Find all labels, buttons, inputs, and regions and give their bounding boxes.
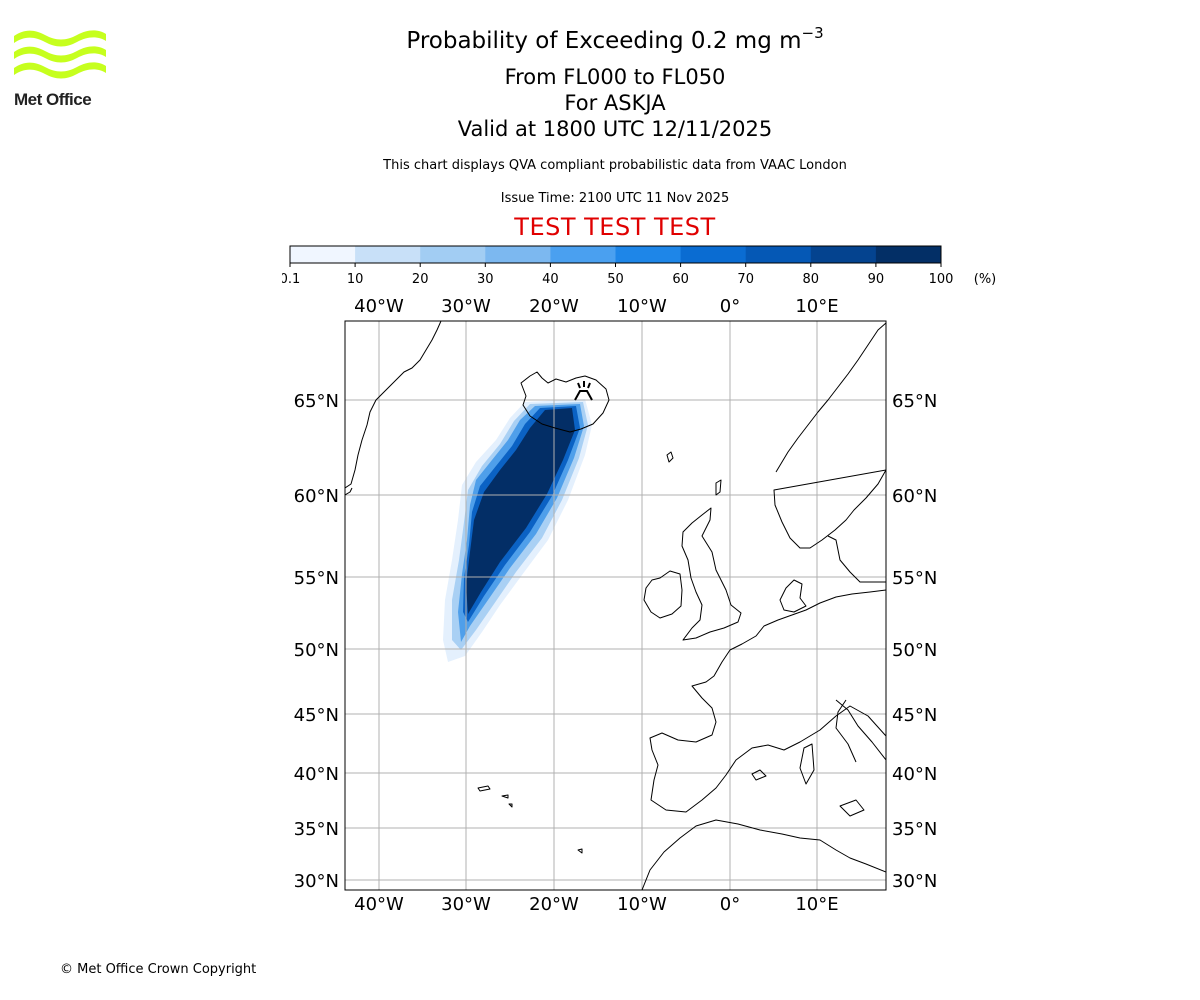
latitude-label: 60°N <box>294 486 339 507</box>
latitude-label: 55°N <box>294 568 339 589</box>
coast-britain <box>681 507 742 641</box>
coast-italy <box>835 699 886 763</box>
title-main-text: Probability of Exceeding 0.2 mg m <box>406 28 802 54</box>
longitude-label: 40°W <box>354 296 404 317</box>
coastlines <box>345 321 886 890</box>
colorbar-swatch <box>550 246 616 263</box>
valid-time: Valid at 1800 UTC 12/11/2025 <box>457 117 773 141</box>
colorbar-swatch <box>680 246 747 263</box>
longitude-label: 20°W <box>529 894 579 915</box>
coast-madeira <box>577 848 583 854</box>
coast-norway-sweden <box>773 322 886 583</box>
coast-sicily <box>839 799 865 817</box>
coast-sardinia-corsica <box>799 743 815 785</box>
coast-iceland <box>520 371 610 433</box>
met-office-logo: Met Office <box>14 30 114 112</box>
longitude-label: 30°W <box>441 894 491 915</box>
latitude-label: 35°N <box>294 819 339 840</box>
coast-ireland <box>643 570 683 619</box>
longitude-label: 0° <box>720 894 740 915</box>
coast-faroe <box>666 451 674 463</box>
latitude-label: 30°N <box>294 871 339 892</box>
colorbar-swatch <box>615 246 682 263</box>
longitude-label: 20°W <box>529 296 579 317</box>
colorbar-tick-label: 60 <box>672 272 689 287</box>
coast-balearics <box>751 769 767 781</box>
probability-colorbar: 0.1 10 20 30 40 50 60 70 80 90 100 (%) <box>282 245 997 287</box>
plume-core <box>466 408 575 614</box>
coast-greenland <box>345 321 442 489</box>
colorbar-tick-label: 50 <box>607 272 624 287</box>
latitude-labels-left: 65°N 60°N 55°N 50°N 45°N 40°N 35°N 30°N <box>294 391 339 892</box>
volcano-icon <box>574 381 593 401</box>
longitude-label: 10°E <box>795 296 838 317</box>
longitude-label: 30°W <box>441 296 491 317</box>
coast-shetland <box>715 479 722 496</box>
latitude-label: 65°N <box>892 391 937 412</box>
flight-level-range: From FL000 to FL050 <box>504 65 726 89</box>
volcano-name: For ASKJA <box>564 91 666 115</box>
latitude-label: 40°N <box>294 764 339 785</box>
latitude-labels-right: 65°N 60°N 55°N 50°N 45°N 40°N 35°N 30°N <box>892 391 937 892</box>
colorbar-tick-label: 80 <box>803 272 820 287</box>
colorbar-swatch <box>485 246 551 263</box>
latitude-label: 60°N <box>892 486 937 507</box>
longitude-labels-bottom: 40°W 30°W 20°W 10°W 0° 10°E <box>354 894 838 915</box>
colorbar-tick-label: 100 <box>929 272 954 287</box>
issue-time: Issue Time: 2100 UTC 11 Nov 2025 <box>500 191 730 206</box>
colorbar-tick-label: 40 <box>542 272 559 287</box>
colorbar-swatch <box>810 246 877 263</box>
longitude-label: 10°W <box>617 894 667 915</box>
logo-text: Met Office <box>14 90 92 109</box>
colorbar-swatch <box>745 246 812 263</box>
coast-africa <box>641 819 886 890</box>
copyright-notice: © Met Office Crown Copyright <box>60 962 257 977</box>
coast-mainland-europe <box>649 589 886 813</box>
title-exponent: −3 <box>801 24 824 42</box>
colorbar-swatch <box>355 246 421 263</box>
latitude-label: 50°N <box>294 640 339 661</box>
longitude-label: 10°W <box>617 296 667 317</box>
coast-greenland-south <box>345 487 353 496</box>
colorbar-swatch <box>420 246 486 263</box>
coast-azores <box>477 785 513 808</box>
latitude-label: 65°N <box>294 391 339 412</box>
colorbar-tick-label: 10 <box>347 272 364 287</box>
wave-logo-icon <box>14 30 106 79</box>
colorbar-tick-label: 30 <box>477 272 494 287</box>
latitude-label: 50°N <box>892 640 937 661</box>
latitude-label: 30°N <box>892 871 937 892</box>
latitude-label: 45°N <box>294 705 339 726</box>
test-banner: TEST TEST TEST <box>514 213 716 241</box>
longitude-labels-top: 40°W 30°W 20°W 10°W 0° 10°E <box>354 296 838 317</box>
latitude-label: 55°N <box>892 568 937 589</box>
map-frame <box>344 320 887 891</box>
longitude-label: 40°W <box>354 894 404 915</box>
colorbar-unit-label: (%) <box>974 272 997 287</box>
colorbar-swatch <box>875 246 942 263</box>
latitude-label: 45°N <box>892 705 937 726</box>
colorbar-tick-label: 90 <box>868 272 885 287</box>
colorbar-tick-label: 0.1 <box>282 272 300 287</box>
latitude-label: 35°N <box>892 819 937 840</box>
colorbar-tick-label: 20 <box>412 272 429 287</box>
colorbar-swatch <box>290 246 356 263</box>
latitude-label: 40°N <box>892 764 937 785</box>
longitude-label: 10°E <box>795 894 838 915</box>
ash-plume <box>443 399 592 662</box>
coast-denmark <box>779 579 807 613</box>
colorbar-tick-label: 70 <box>737 272 754 287</box>
longitude-label: 0° <box>720 296 740 317</box>
map-gridlines <box>345 321 886 890</box>
map-background <box>345 321 886 890</box>
chart-title: Probability of Exceeding 0.2 mg m−3 <box>315 26 915 56</box>
chart-description: This chart displays QVA compliant probab… <box>383 158 847 173</box>
ash-probability-map: 40°W 30°W 20°W 10°W 0° 10°E 40°W 30°W 20°W 10°W 0… <box>294 296 938 915</box>
